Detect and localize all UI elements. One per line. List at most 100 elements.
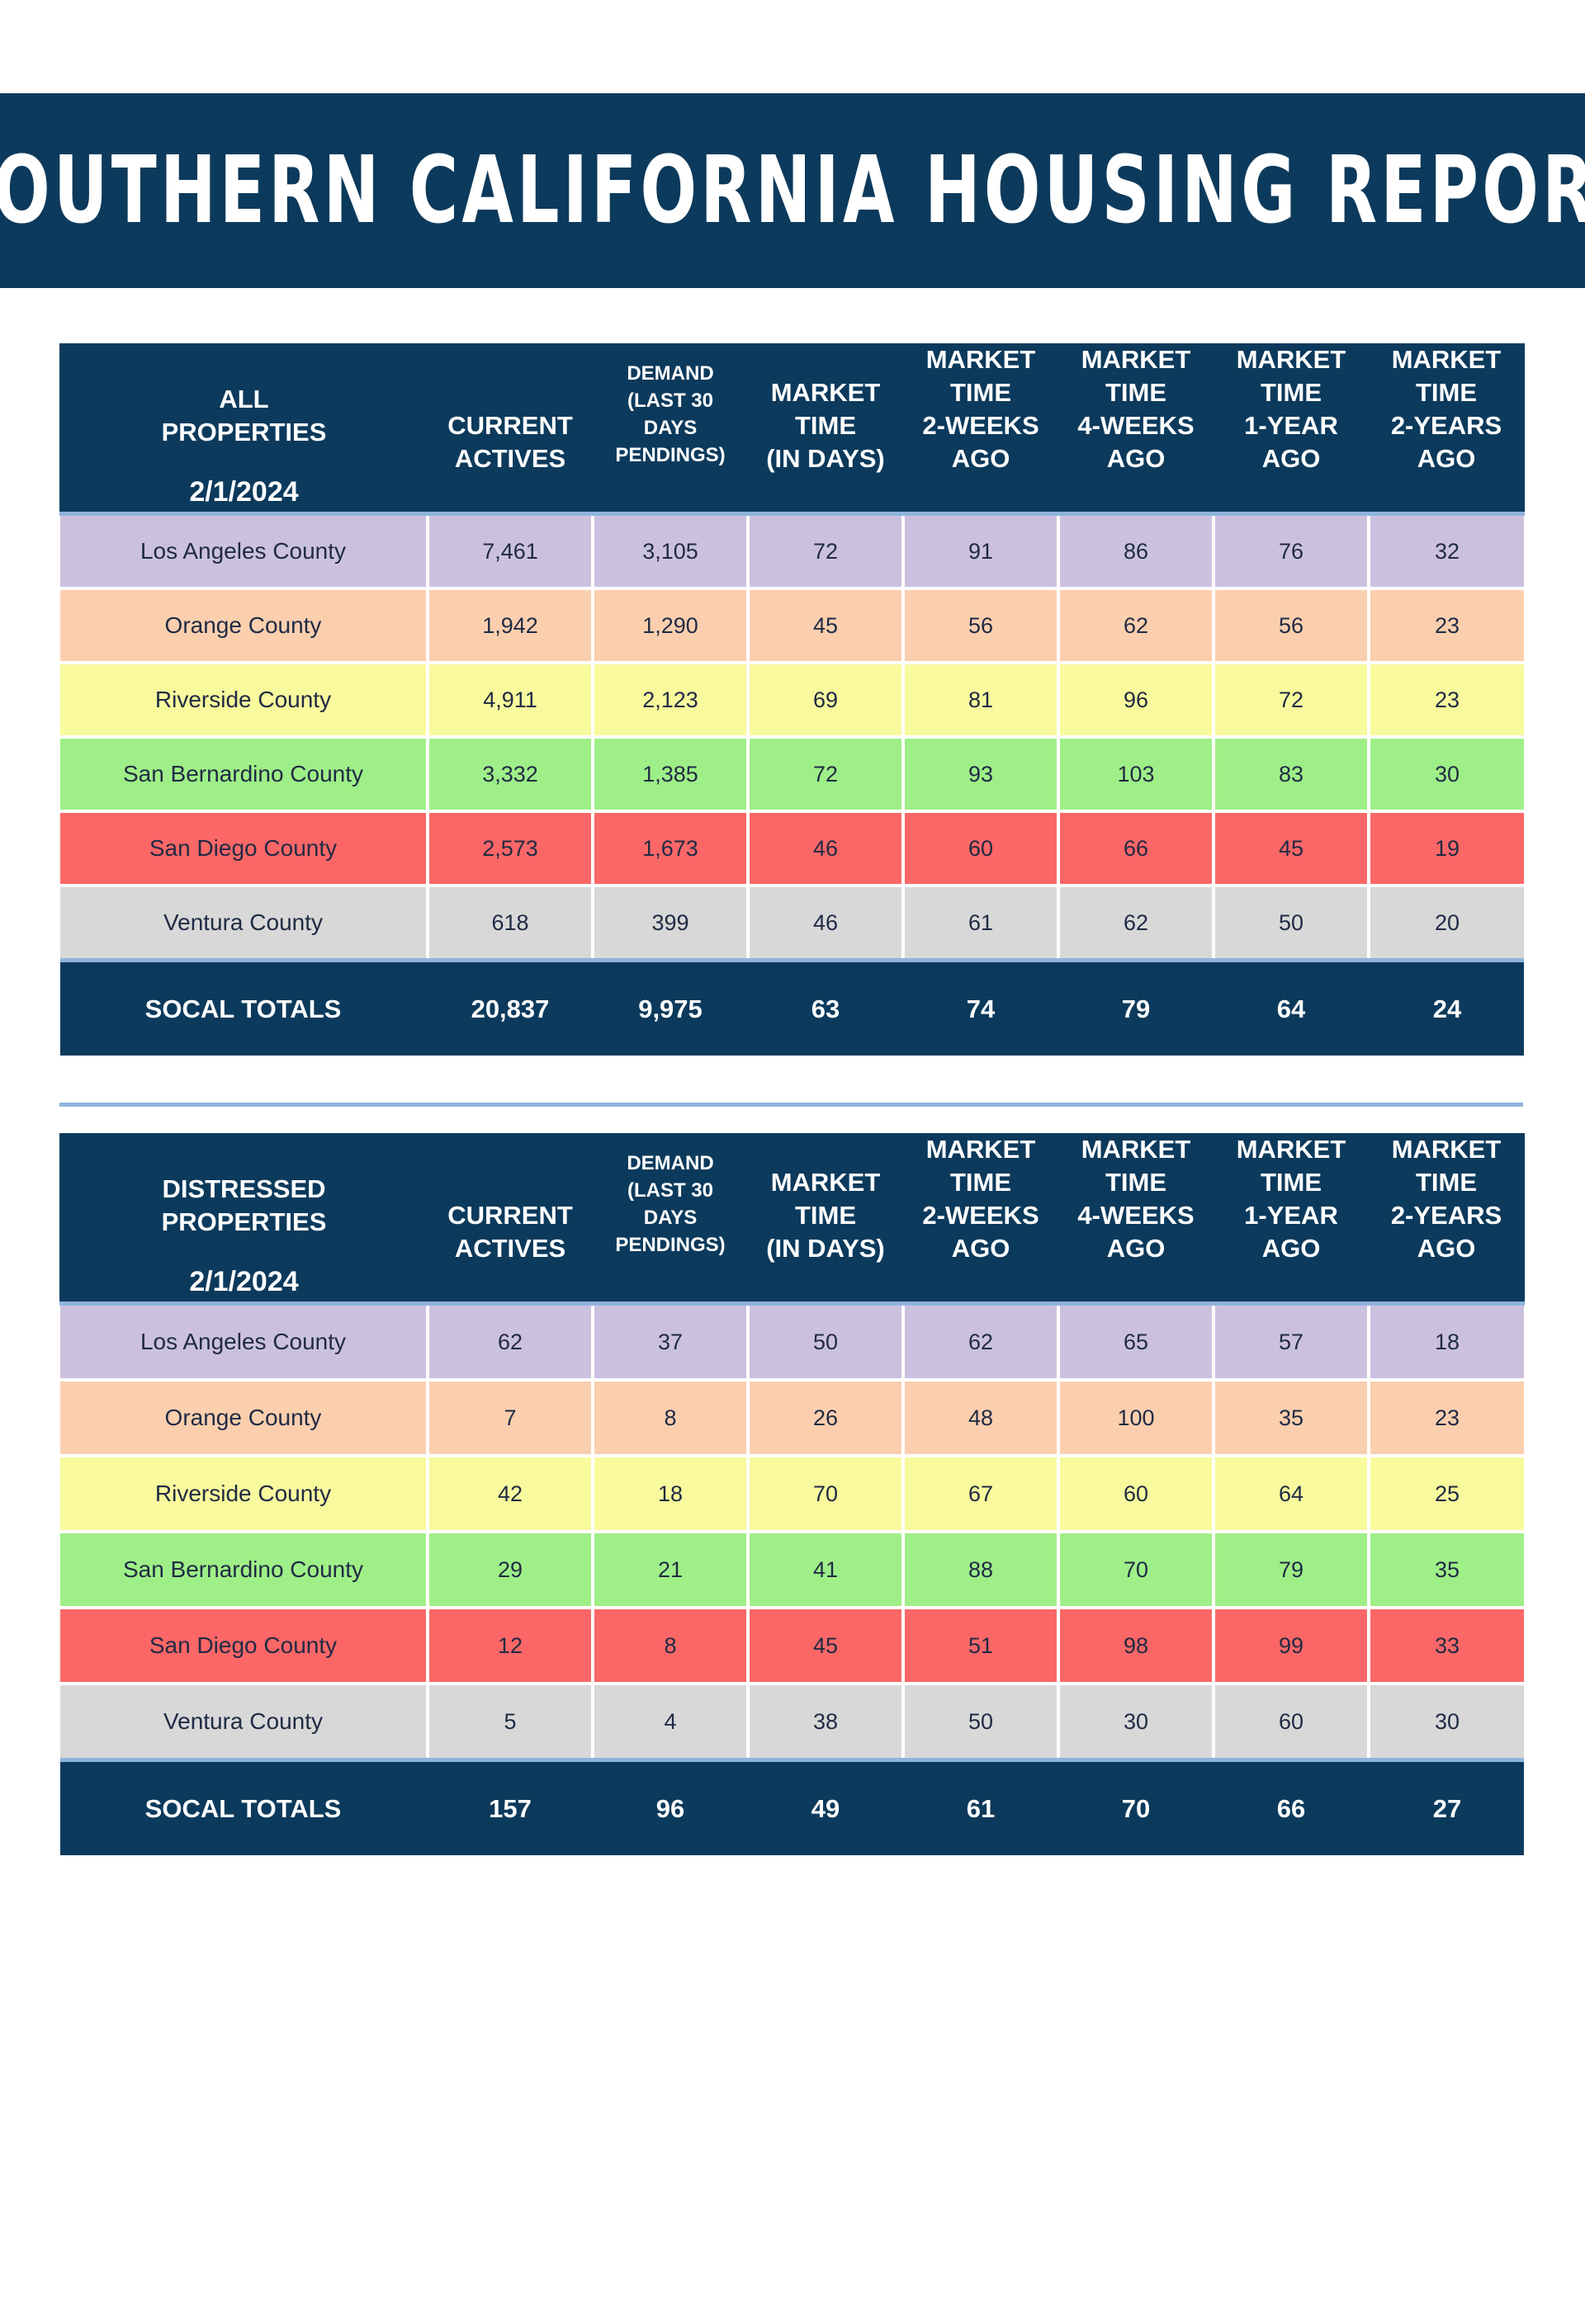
- market-time-cell: 50: [746, 1301, 905, 1380]
- market-time-cell: 72: [746, 512, 905, 588]
- current-actives-cell: 62: [426, 1301, 594, 1380]
- market-time-1-year-cell: 72: [1212, 661, 1370, 737]
- market-time-2-weeks-cell: 93: [901, 735, 1060, 811]
- market-time-1-year-cell: 50: [1212, 884, 1370, 961]
- header-market-time-2-weeks: MARKET TIME 2-WEEKS AGO: [902, 343, 1059, 514]
- totals-market-time-2-weeks-cell: 74: [901, 958, 1060, 1056]
- totals-current-actives-cell: 20,837: [426, 958, 594, 1056]
- market-time-4-weeks-cell: 100: [1057, 1378, 1215, 1456]
- market-time-4-weeks-cell: 30: [1057, 1682, 1215, 1760]
- current-actives-cell: 1,942: [426, 587, 594, 663]
- header-property-type: DISTRESSED PROPERTIES 2/1/2024: [59, 1133, 428, 1304]
- table-row: San Diego County 2,573 1,673 46 60 66 45 19: [60, 810, 1524, 886]
- table-row: Orange County 7 8 26 48 100 35 23: [60, 1378, 1524, 1456]
- county-name-cell: Orange County: [60, 587, 429, 663]
- header-market-time-1-year: MARKET TIME 1-YEAR AGO: [1213, 343, 1370, 514]
- totals-market-time-cell: 63: [746, 958, 905, 1056]
- current-actives-cell: 29: [426, 1530, 594, 1608]
- county-name-cell: Riverside County: [60, 661, 429, 737]
- market-time-2-weeks-cell: 61: [901, 884, 1060, 961]
- demand-cell: 1,673: [591, 810, 750, 886]
- county-name-cell: San Bernardino County: [60, 735, 429, 811]
- market-time-cell: 70: [746, 1454, 905, 1532]
- header-row: ALL PROPERTIES 2/1/2024 CURRENT ACTIVES …: [59, 343, 1525, 514]
- table-row: Ventura County 5 4 38 50 30 60 30: [60, 1682, 1524, 1760]
- market-time-cell: 46: [746, 884, 905, 961]
- market-time-2-years-cell: 35: [1367, 1530, 1524, 1608]
- market-time-2-weeks-cell: 88: [901, 1530, 1060, 1608]
- market-time-2-years-cell: 25: [1367, 1454, 1524, 1532]
- header-market-time-2-years: MARKET TIME 2-YEARS AGO: [1368, 343, 1525, 514]
- market-time-1-year-cell: 45: [1212, 810, 1370, 886]
- market-time-2-years-cell: 23: [1367, 1378, 1524, 1456]
- market-time-cell: 41: [746, 1530, 905, 1608]
- market-time-1-year-cell: 79: [1212, 1530, 1370, 1608]
- market-time-1-year-cell: 35: [1212, 1378, 1370, 1456]
- market-time-4-weeks-cell: 98: [1057, 1606, 1215, 1684]
- header-row: DISTRESSED PROPERTIES 2/1/2024 CURRENT A…: [59, 1133, 1525, 1304]
- market-time-1-year-cell: 64: [1212, 1454, 1370, 1532]
- table-body: Los Angeles County 62 37 50 62 65 57 18 Orange C…: [60, 1301, 1524, 1855]
- table-row: Los Angeles County 62 37 50 62 65 57 18: [60, 1301, 1524, 1380]
- table-row: Riverside County 42 18 70 67 60 64 25: [60, 1454, 1524, 1532]
- demand-cell: 8: [591, 1378, 750, 1456]
- totals-market-time-2-years-cell: 27: [1367, 1758, 1524, 1855]
- totals-county-name-cell: SOCAL TOTALS: [60, 1758, 429, 1855]
- market-time-2-years-cell: 32: [1367, 512, 1524, 588]
- market-time-4-weeks-cell: 86: [1057, 512, 1215, 588]
- market-time-cell: 45: [746, 1606, 905, 1684]
- market-time-4-weeks-cell: 70: [1057, 1530, 1215, 1608]
- market-time-1-year-cell: 57: [1212, 1301, 1370, 1380]
- table-body: Los Angeles County 7,461 3,105 72 91 86 76 32 Or…: [60, 512, 1524, 1056]
- market-time-cell: 45: [746, 587, 905, 663]
- header-market-time: MARKET TIME (IN DAYS): [747, 1133, 904, 1304]
- market-time-4-weeks-cell: 96: [1057, 661, 1215, 737]
- report-date: 2/1/2024: [189, 476, 299, 508]
- market-time-4-weeks-cell: 66: [1057, 810, 1215, 886]
- demand-cell: 18: [591, 1454, 750, 1532]
- market-time-2-years-cell: 30: [1367, 735, 1524, 811]
- market-time-2-weeks-cell: 81: [901, 661, 1060, 737]
- market-time-2-years-cell: 19: [1367, 810, 1524, 886]
- totals-market-time-1-year-cell: 66: [1212, 1758, 1370, 1855]
- all-properties-table: ALL PROPERTIES 2/1/2024 CURRENT ACTIVES …: [59, 343, 1525, 1056]
- page-title: SOUTHERN CALIFORNIA HOUSING REPORT: [0, 137, 1585, 244]
- current-actives-cell: 42: [426, 1454, 594, 1532]
- current-actives-cell: 618: [426, 884, 594, 961]
- section-divider: [59, 1103, 1523, 1107]
- county-name-cell: San Bernardino County: [60, 1530, 429, 1608]
- header-property-type: ALL PROPERTIES 2/1/2024: [59, 343, 428, 514]
- totals-row: SOCAL TOTALS 20,837 9,975 63 74 79 64 24: [60, 958, 1524, 1056]
- market-time-4-weeks-cell: 103: [1057, 735, 1215, 811]
- county-name-cell: Orange County: [60, 1378, 429, 1456]
- market-time-2-years-cell: 30: [1367, 1682, 1524, 1760]
- demand-cell: 8: [591, 1606, 750, 1684]
- header-market-time-2-weeks: MARKET TIME 2-WEEKS AGO: [902, 1133, 1059, 1304]
- totals-market-time-4-weeks-cell: 70: [1057, 1758, 1215, 1855]
- table-row: Los Angeles County 7,461 3,105 72 91 86 76 32: [60, 512, 1524, 588]
- demand-cell: 2,123: [591, 661, 750, 737]
- current-actives-cell: 2,573: [426, 810, 594, 886]
- totals-current-actives-cell: 157: [426, 1758, 594, 1855]
- table-row: Ventura County 618 399 46 61 62 50 20: [60, 884, 1524, 961]
- distressed-properties-table: DISTRESSED PROPERTIES 2/1/2024 CURRENT A…: [59, 1133, 1525, 1855]
- totals-county-name-cell: SOCAL TOTALS: [60, 958, 429, 1056]
- county-name-cell: Ventura County: [60, 1682, 429, 1760]
- market-time-2-weeks-cell: 62: [901, 1301, 1060, 1380]
- market-time-4-weeks-cell: 65: [1057, 1301, 1215, 1380]
- current-actives-cell: 7,461: [426, 512, 594, 588]
- market-time-cell: 38: [746, 1682, 905, 1760]
- demand-cell: 1,385: [591, 735, 750, 811]
- market-time-1-year-cell: 76: [1212, 512, 1370, 588]
- totals-market-time-1-year-cell: 64: [1212, 958, 1370, 1056]
- county-name-cell: Los Angeles County: [60, 512, 429, 588]
- market-time-2-weeks-cell: 51: [901, 1606, 1060, 1684]
- market-time-2-years-cell: 23: [1367, 587, 1524, 663]
- header-demand: DEMAND (LAST 30 DAYS PENDINGS): [592, 343, 749, 514]
- market-time-2-weeks-cell: 48: [901, 1378, 1060, 1456]
- current-actives-cell: 4,911: [426, 661, 594, 737]
- report-date: 2/1/2024: [189, 1266, 299, 1297]
- table-row: San Bernardino County 29 21 41 88 70 79 35: [60, 1530, 1524, 1608]
- demand-cell: 1,290: [591, 587, 750, 663]
- demand-cell: 3,105: [591, 512, 750, 588]
